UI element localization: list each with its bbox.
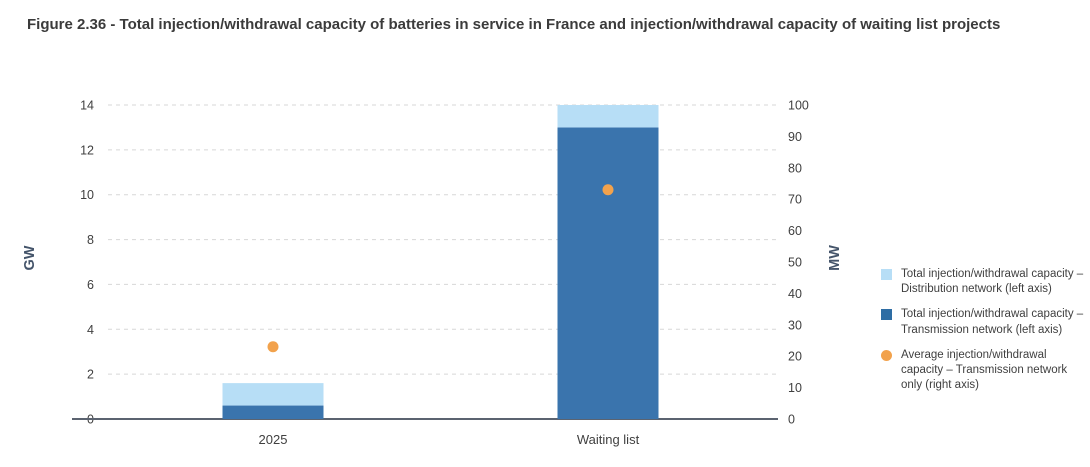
right-axis-tick-label: 50	[788, 256, 802, 270]
legend-item-transmission: Total injection/withdrawal capacity – Tr…	[881, 307, 1085, 337]
legend-label-transmission: Total injection/withdrawal capacity – Tr…	[901, 308, 1084, 336]
chart-legend: Total injection/withdrawal capacity – Di…	[881, 267, 1085, 393]
figure-title: Figure 2.36 - Total injection/withdrawal…	[27, 16, 1001, 33]
left-axis-tick-label: 6	[87, 278, 94, 292]
x-axis-category-label: 2025	[259, 432, 288, 447]
right-axis-tick-label: 70	[788, 193, 802, 207]
left-axis-tick-label: 2	[87, 368, 94, 382]
legend-item-distribution: Total injection/withdrawal capacity – Di…	[881, 267, 1085, 297]
average-dot-icon	[881, 349, 892, 361]
right-axis-tick-label: 20	[788, 350, 802, 364]
right-axis-tick-label: 80	[788, 161, 802, 175]
right-axis-tick-label: 90	[788, 130, 802, 144]
right-axis-tick-label: 0	[788, 413, 795, 427]
left-axis-tick-label: 4	[87, 323, 94, 337]
right-axis-tick-label: 10	[788, 381, 802, 395]
distribution-swatch-icon	[881, 269, 892, 280]
legend-item-average: Average injection/withdrawal capacity – …	[881, 348, 1085, 394]
right-axis-tick-label: 60	[788, 224, 802, 238]
bar-segment-transmission	[557, 127, 659, 419]
average-capacity-dot	[602, 184, 614, 196]
average-capacity-dot	[267, 341, 279, 353]
bar-segment-transmission	[222, 405, 324, 419]
left-axis-tick-label: 8	[87, 233, 94, 247]
left-axis-tick-label: 12	[80, 143, 94, 157]
left-axis-unit-label: GW	[22, 245, 38, 270]
right-axis-tick-label: 40	[788, 287, 802, 301]
left-axis-tick-label: 10	[80, 188, 94, 202]
right-axis-unit-label: MW	[827, 245, 843, 271]
legend-label-distribution: Total injection/withdrawal capacity – Di…	[901, 268, 1084, 296]
bar-segment-distribution	[557, 105, 659, 128]
transmission-swatch-icon	[881, 309, 892, 321]
right-axis-tick-label: 30	[788, 318, 802, 332]
left-axis-tick-label: 14	[80, 99, 94, 113]
bar-segment-distribution	[222, 383, 324, 406]
legend-label-average: Average injection/withdrawal capacity – …	[901, 348, 1068, 392]
x-axis-category-label: Waiting list	[577, 432, 640, 447]
right-axis-tick-label: 100	[788, 99, 809, 113]
